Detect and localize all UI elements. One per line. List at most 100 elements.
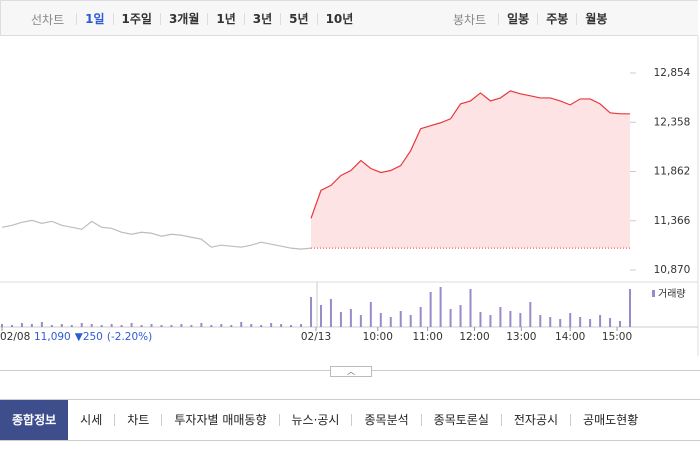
period-button[interactable]: 3개월 [159, 13, 207, 25]
tab[interactable]: 시세 [80, 413, 103, 427]
volume-bar [120, 325, 123, 327]
volume-bar [260, 325, 263, 327]
candle-button[interactable]: 월봉 [576, 13, 615, 25]
tab[interactable]: 전자공시 [500, 414, 570, 426]
tab[interactable]: 투자자별 매매동향 [161, 414, 278, 426]
volume-bar [499, 307, 502, 327]
tab[interactable]: 종합정보 [0, 400, 69, 440]
volume-bar [230, 325, 233, 327]
volume-bar [419, 307, 422, 327]
price-info-change: ▼250 [75, 331, 103, 343]
line-chart-label[interactable]: 선차트 [31, 12, 65, 27]
volume-bar [160, 325, 163, 327]
tab[interactable]: 차트 [114, 414, 161, 426]
period-group: 선차트 1일 1주일 3개월 1년 3년 5년 10년 [31, 1, 361, 37]
volume-bar [369, 302, 372, 327]
volume-bar [559, 319, 562, 327]
x-tick-label: 13:00 [506, 331, 536, 343]
x-tick-label: 02/08 [0, 331, 30, 343]
price-info-change_pct: (-2.20%) [107, 331, 152, 343]
tab[interactable]: 공매도현황 [570, 414, 650, 426]
volume-bar [90, 324, 93, 327]
y-tick-label: 12,854 [654, 67, 691, 79]
volume-legend-swatch [652, 290, 655, 297]
volume-bar [359, 315, 362, 327]
price-line [1, 219, 312, 250]
period-button[interactable]: 3년 [243, 13, 280, 25]
volume-bar [469, 289, 472, 327]
chart: 거래량 12,854 12,358 11,862 11,366 10,870 02/08 0… [0, 36, 699, 356]
volume-bar [449, 309, 452, 327]
volume-bar [1, 324, 3, 327]
y-tick-label: 11,862 [654, 166, 691, 178]
volume-bar [329, 299, 332, 327]
volume-bar [190, 325, 193, 327]
price-line [310, 90, 630, 219]
volume-bar [399, 311, 402, 327]
volume-bar [579, 317, 582, 327]
volume-bar [140, 325, 143, 327]
volume-bar [80, 323, 83, 327]
volume-bar [100, 325, 103, 327]
x-tick-label: 11:00 [413, 331, 443, 343]
candle-button[interactable]: 주봉 [537, 13, 576, 25]
volume-bar [459, 305, 462, 327]
volume-bar [270, 323, 273, 327]
x-tick-label: 12:00 [459, 331, 489, 343]
period-button[interactable]: 1주일 [112, 13, 160, 25]
volume-bar [429, 292, 432, 327]
volume-bar [30, 324, 33, 327]
volume-bar [40, 322, 43, 327]
volume-bar [539, 315, 542, 327]
x-tick-label: 14:00 [555, 331, 585, 343]
volume-bar [489, 315, 492, 327]
y-tick-label: 11,366 [654, 215, 691, 227]
volume-bar [50, 325, 53, 327]
volume-bar [589, 319, 592, 327]
volume-bar [339, 312, 342, 327]
tab[interactable]: 종목토론실 [420, 414, 501, 426]
price-info-price: 11,090 [34, 331, 71, 343]
volume-bar [389, 317, 392, 327]
period-button[interactable]: 1일 [76, 13, 112, 25]
volume-bar [200, 323, 203, 327]
candle-chart-label[interactable]: 봉차트 [453, 12, 487, 27]
volume-bar [479, 312, 482, 327]
volume-bar [609, 318, 612, 327]
volume-bar [509, 311, 512, 327]
divider [0, 370, 330, 371]
candle-group: 봉차트 일봉 주봉 월봉 [453, 1, 615, 37]
toolbar: 선차트 1일 1주일 3개월 1년 3년 5년 10년 봉차트 일봉 주봉 월봉 [0, 0, 698, 36]
volume-bar [569, 313, 572, 327]
tab[interactable]: 종목분석 [351, 414, 420, 426]
volume-bar [629, 289, 631, 327]
tab[interactable]: 뉴스·공시 [278, 414, 352, 426]
volume-bar [60, 324, 63, 327]
area [311, 90, 630, 249]
volume-bar [130, 323, 133, 327]
volume-bar [349, 309, 352, 327]
price-info: 11,090 ▼250 (-2.20%) [34, 331, 152, 343]
collapse-button[interactable]: ︿ [330, 366, 372, 377]
volume-bar [280, 324, 283, 327]
x-tick-label: 10:00 [363, 331, 393, 343]
candle-button[interactable]: 일봉 [498, 13, 537, 25]
period-button[interactable]: 5년 [280, 13, 316, 25]
volume-bar [599, 315, 602, 327]
volume-bar [20, 323, 23, 327]
volume-bar [409, 315, 412, 327]
volume-bar [619, 321, 622, 327]
volume-bar [250, 324, 253, 327]
y-tick-label: 10,870 [654, 264, 691, 276]
volume-bar [300, 324, 303, 327]
volume-bar [319, 305, 322, 327]
volume-bar [180, 324, 183, 327]
volume-bar [110, 324, 113, 327]
volume-bar [210, 325, 213, 327]
volume-bar [519, 313, 522, 327]
period-button[interactable]: 10년 [316, 13, 362, 25]
period-button[interactable]: 1년 [207, 13, 243, 25]
volume-bar [70, 325, 73, 327]
volume-bar [379, 313, 382, 327]
